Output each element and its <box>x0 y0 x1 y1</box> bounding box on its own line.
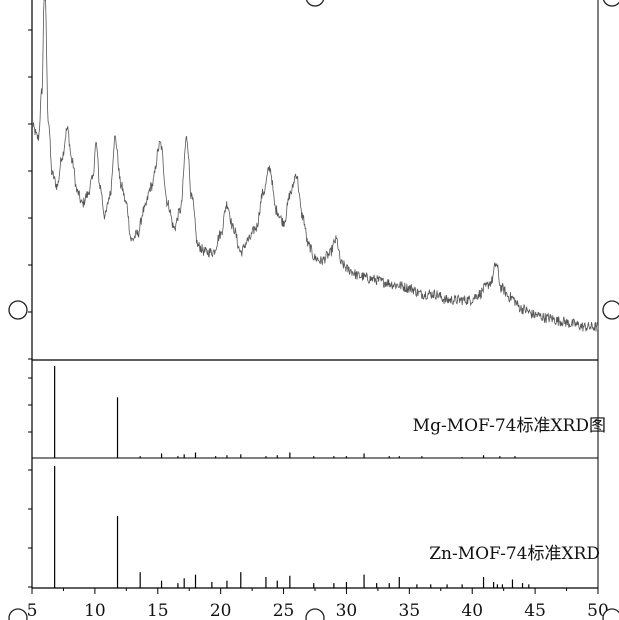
resize-handle[interactable] <box>602 300 619 320</box>
resize-handle[interactable] <box>602 608 619 620</box>
mg-mof-74-label: Mg-MOF-74标准XRD图 <box>413 416 606 436</box>
resize-handle[interactable] <box>8 300 28 320</box>
selection-handles[interactable] <box>8 0 619 620</box>
resize-handle[interactable] <box>305 0 325 7</box>
x-tick-label: 25 <box>273 601 295 620</box>
resize-handle[interactable] <box>8 608 28 620</box>
x-tick-label: 40 <box>461 601 483 620</box>
resize-handle[interactable] <box>602 0 619 7</box>
x-tick-label: 30 <box>336 601 358 620</box>
x-tick-label: 35 <box>399 601 421 620</box>
x-tick-label: 5 <box>27 601 38 620</box>
sample-xrd-curve <box>31 0 599 332</box>
resize-handle[interactable] <box>305 608 325 620</box>
zn-mof-74-label: Zn-MOF-74标准XRD <box>429 544 600 564</box>
x-tick-label: 10 <box>84 601 106 620</box>
zn-mof-74-reference-panel <box>54 466 530 588</box>
plot-frame <box>28 0 599 589</box>
x-tick-label: 45 <box>524 601 546 620</box>
x-axis-ticks: 5 10 15 20 25 30 35 40 45 50 <box>27 588 609 620</box>
mg-mof-74-reference-panel <box>54 366 516 458</box>
x-tick-label: 20 <box>210 601 232 620</box>
sample-xrd-panel <box>31 0 599 332</box>
x-tick-label: 15 <box>147 601 169 620</box>
